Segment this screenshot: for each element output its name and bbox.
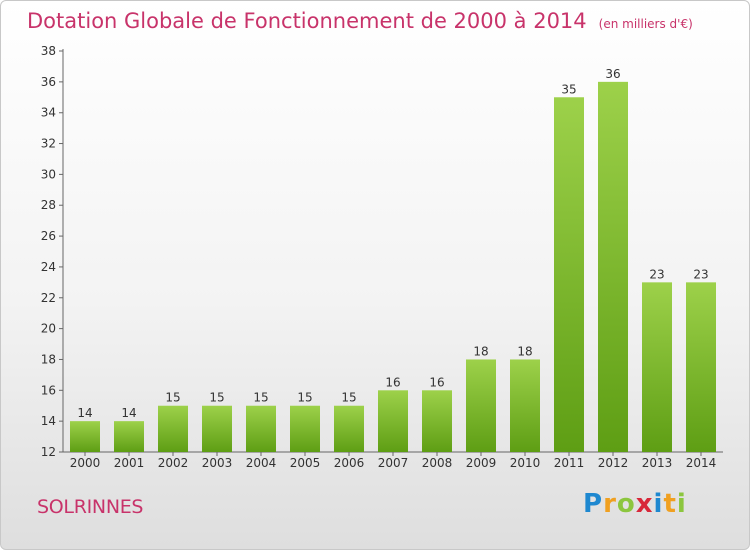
- data-label-2000: 14: [77, 406, 92, 420]
- bar-2000: [70, 421, 100, 452]
- x-tick-label-2005: 2005: [290, 456, 321, 470]
- y-tick-label: 18: [41, 352, 56, 366]
- y-tick-label: 26: [41, 229, 56, 243]
- y-tick-label: 36: [41, 75, 56, 89]
- y-tick-label: 16: [41, 383, 56, 397]
- chart-title: Dotation Globale de Fonctionnement de 20…: [27, 9, 587, 33]
- bar-2009: [466, 359, 496, 452]
- y-tick-label: 38: [41, 44, 56, 58]
- bar-2001: [114, 421, 144, 452]
- data-label-2003: 15: [209, 391, 224, 405]
- labels-group: 14 2000 14 2001 15 2002 15 2003 15 2004 15 2005 15 20…: [70, 67, 717, 470]
- y-tick-label: 22: [41, 291, 56, 305]
- proxiti-logo: Proxiti: [583, 489, 687, 519]
- bar-2003: [202, 405, 232, 452]
- bar-2004: [246, 405, 276, 452]
- data-label-2013: 23: [649, 267, 664, 281]
- data-label-2008: 16: [429, 375, 444, 389]
- x-tick-label-2004: 2004: [246, 456, 277, 470]
- bar-2007: [378, 390, 408, 452]
- y-tick-label: 28: [41, 198, 56, 212]
- bar-2005: [290, 405, 320, 452]
- x-tick-label-2014: 2014: [686, 456, 717, 470]
- x-tick-label-2000: 2000: [70, 456, 101, 470]
- data-label-2007: 16: [385, 375, 400, 389]
- bar-2010: [510, 359, 540, 452]
- chart-title-group: Dotation Globale de Fonctionnement de 20…: [27, 9, 693, 33]
- data-label-2004: 15: [253, 391, 268, 405]
- bar-2013: [642, 282, 672, 452]
- x-tick-label-2009: 2009: [466, 456, 497, 470]
- bar-2006: [334, 405, 364, 452]
- unit-note: (en milliers d'€): [598, 17, 693, 31]
- data-label-2001: 14: [121, 406, 136, 420]
- data-label-2002: 15: [165, 391, 180, 405]
- x-tick-label-2007: 2007: [378, 456, 409, 470]
- bar-2012: [598, 81, 628, 452]
- x-tick-label-2010: 2010: [510, 456, 541, 470]
- y-tick-label: 32: [41, 137, 56, 151]
- y-tick-label: 30: [41, 167, 56, 181]
- x-tick-label-2012: 2012: [598, 456, 629, 470]
- x-tick-label-2001: 2001: [114, 456, 145, 470]
- x-tick-label-2002: 2002: [158, 456, 189, 470]
- data-label-2010: 18: [517, 344, 532, 358]
- x-tick-label-2013: 2013: [642, 456, 673, 470]
- data-label-2006: 15: [341, 391, 356, 405]
- x-tick-label-2008: 2008: [422, 456, 453, 470]
- data-label-2005: 15: [297, 391, 312, 405]
- bars-group: [70, 81, 716, 453]
- data-label-2011: 35: [561, 82, 576, 96]
- y-tick-label: 24: [41, 260, 56, 274]
- x-tick-label-2003: 2003: [202, 456, 233, 470]
- bar-2014: [686, 282, 716, 452]
- axes: 12 14 16 18 20 22 24 26 28 30 32 34 36 38: [41, 44, 723, 459]
- y-tick-label: 34: [41, 106, 56, 120]
- y-tick-label: 20: [41, 322, 56, 336]
- data-label-2014: 23: [693, 267, 708, 281]
- x-tick-label-2011: 2011: [554, 456, 585, 470]
- y-tick-label: 12: [41, 445, 56, 459]
- y-tick-label: 14: [41, 414, 56, 428]
- bar-2011: [554, 97, 584, 453]
- data-label-2012: 36: [605, 67, 620, 81]
- x-tick-label-2006: 2006: [334, 456, 365, 470]
- data-label-2009: 18: [473, 344, 488, 358]
- bar-2002: [158, 405, 188, 452]
- commune-name: SOLRINNES: [37, 496, 144, 518]
- bar-2008: [422, 390, 452, 452]
